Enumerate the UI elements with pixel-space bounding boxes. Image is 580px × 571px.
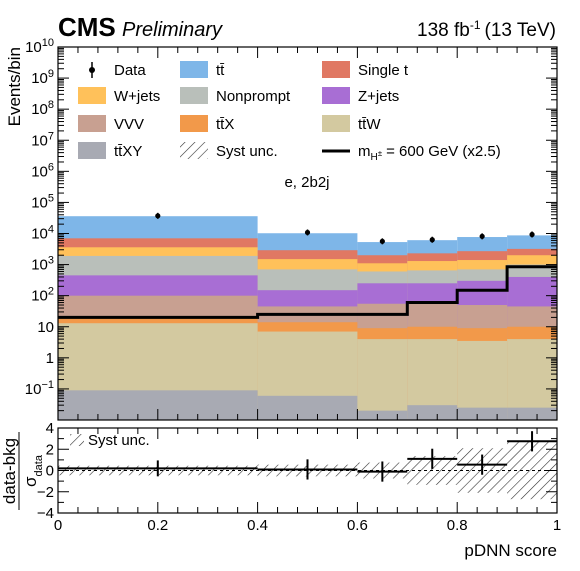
legend-entry-10: Syst unc. [180, 142, 278, 160]
signal-histogram [58, 265, 557, 319]
legend-label-0: Data [114, 62, 146, 79]
x-tick-label-2: 0.4 [247, 517, 268, 534]
legend-label-3: W+jets [114, 88, 160, 105]
legend-label-8: tt̄W [358, 116, 381, 133]
y-axis-ticks: 10−1 1 10 102 103 104 105 106 107 108 109 1010 [25, 37, 557, 421]
ratio-tick-label-4: −4 [37, 505, 54, 522]
category-label: e, 2b2j [284, 174, 329, 191]
legend-label-1: tt̄ [216, 62, 225, 79]
stacked-histograms [58, 216, 557, 420]
legend-entry-5: Z+jets [322, 87, 399, 105]
x-tick-label-3: 0.6 [347, 517, 368, 534]
ratio-tick-label-2: 0 [46, 463, 54, 480]
data-point-1 [304, 229, 311, 236]
bar-ttxy-1 [257, 395, 358, 420]
ratio-legend-label: Syst unc. [88, 432, 150, 449]
y-tick-label-3: 102 [31, 286, 54, 305]
legend-entry-11: mH± = 600 GeV (x2.5) [322, 143, 501, 163]
legend-label-2: Single t [358, 62, 409, 79]
legend-entry-4: Nonprompt [180, 87, 291, 105]
ratio-point-4 [457, 454, 508, 475]
data-point-0 [155, 212, 161, 219]
y-tick-label-6: 105 [31, 192, 54, 211]
x-axis-ticks: 0 0.2 0.4 0.6 0.8 1 [54, 428, 561, 534]
ratio-tick-label-0: 4 [46, 420, 54, 437]
lumi-label: 138 fb-1 (13 TeV) [417, 18, 556, 41]
ratio-point-3 [407, 448, 458, 469]
legend-entry-7: tt̄X [180, 115, 234, 133]
data-point-4 [479, 233, 485, 240]
y-tick-label-11: 1010 [25, 37, 54, 56]
legend-label-9: tt̄XY [114, 143, 142, 160]
ratio-point-0 [58, 460, 258, 477]
legend-label-4: Nonprompt [216, 88, 291, 105]
y-tick-label-9: 108 [31, 99, 54, 118]
legend-label-6: VVV [114, 116, 144, 133]
y-tick-label-7: 106 [31, 161, 54, 180]
y-tick-label-4: 103 [31, 255, 54, 274]
legend-label-7: tt̄X [216, 116, 234, 133]
x-tick-label-5: 1 [553, 517, 561, 534]
x-tick-label-4: 0.8 [447, 517, 468, 534]
bar-ttxy-3 [407, 405, 458, 420]
bar-ttxy-5 [507, 407, 557, 420]
x-tick-label-0: 0 [54, 517, 62, 534]
legend-entry-0: Data [89, 62, 146, 79]
ratio-point-1 [257, 459, 358, 480]
x-tick-label-1: 0.2 [147, 517, 168, 534]
legend-label-10: Syst unc. [216, 143, 278, 160]
legend-entry-1: tt̄ [180, 61, 225, 79]
data-points [155, 212, 535, 245]
ratio-ticks: 4 2 0 −2 −4 [37, 420, 557, 522]
ratio-ylabel-bottom: σdata [21, 454, 45, 487]
legend-entry-9: tt̄XY [78, 142, 142, 160]
bar-ttxy-4 [457, 407, 508, 420]
bar-ttw-5 [507, 339, 557, 420]
legend-label-11: mH± = 600 GeV (x2.5) [358, 143, 501, 163]
y-axis-label: Events/bin [5, 47, 24, 126]
legend-entry-3: W+jets [78, 87, 160, 105]
ratio-tick-label-3: −2 [37, 484, 54, 501]
ratio-tick-label-1: 2 [46, 441, 54, 458]
ratio-point-5 [507, 431, 557, 452]
experiment-label: CMS [58, 12, 116, 42]
data-point-2 [379, 238, 385, 245]
legend-label-5: Z+jets [358, 88, 399, 105]
legend-entry-2: Single t [322, 61, 409, 79]
ratio-point-2 [357, 461, 408, 482]
ratio-y-axis-label: data-bkg σdata [0, 432, 45, 510]
legend-entry-6: VVV [78, 115, 144, 133]
ratio-ylabel-top: data-bkg [0, 438, 19, 504]
y-tick-label-10: 109 [31, 68, 54, 87]
ratio-points [58, 431, 557, 482]
signal-line [58, 265, 557, 319]
y-tick-label-8: 107 [31, 130, 54, 149]
x-axis-label: pDNN score [464, 541, 557, 560]
ratio-legend: Syst unc. [70, 432, 150, 449]
y-tick-label-5: 104 [31, 224, 54, 243]
legend: Data tt̄ Single t W+jets Nonprompt Z+jets VVV t… [78, 61, 501, 163]
status-label: Preliminary [122, 19, 223, 41]
bar-ttxy-2 [357, 410, 408, 420]
ratio-legend-hatch-swatch [70, 434, 84, 446]
y-tick-label-2: 10 [37, 319, 54, 336]
data-point-5 [529, 231, 535, 238]
bar-ttw-2 [357, 339, 408, 420]
legend-entry-8: tt̄W [322, 115, 381, 133]
y-tick-label-1: 1 [46, 350, 54, 367]
data-point-3 [429, 236, 435, 243]
bar-ttw-4 [457, 340, 508, 420]
y-tick-label-0: 10−1 [25, 379, 54, 398]
